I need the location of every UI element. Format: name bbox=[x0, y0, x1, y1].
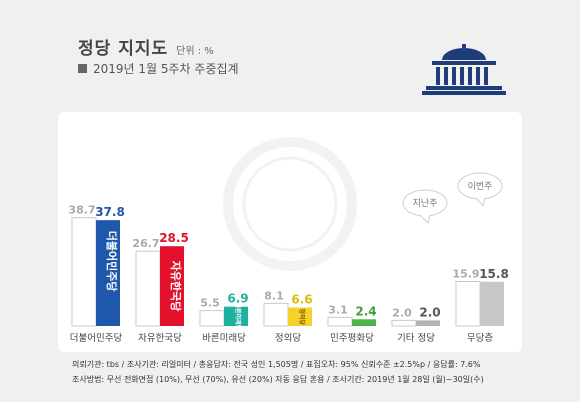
national-assembly-icon bbox=[422, 44, 506, 95]
category-label: 바른미래당 bbox=[202, 333, 246, 344]
bar-prev-week bbox=[199, 310, 225, 327]
data-label-current: 6.9 bbox=[227, 292, 248, 306]
category-label: 민주평화당 bbox=[330, 333, 374, 344]
bar-party-logo: 자유한국당 bbox=[169, 261, 183, 312]
category-label: 정의당 bbox=[275, 333, 301, 344]
data-label-prev: 38.7 bbox=[68, 204, 95, 217]
data-label-prev: 2.0 bbox=[392, 306, 412, 319]
bar-current-week bbox=[96, 220, 120, 326]
subtitle-row: 2019년 1월 5주차 주중집계 bbox=[78, 60, 239, 77]
category-label: 기타 정당 bbox=[397, 333, 435, 344]
header: 정당 지지도 단위 : % 2019년 1월 5주차 주중집계 bbox=[0, 0, 580, 110]
bar-current-week bbox=[224, 306, 248, 326]
bar-current-week bbox=[352, 319, 376, 326]
unit-label: 단위 : % bbox=[176, 46, 214, 57]
bar-current-week bbox=[480, 281, 504, 326]
bar-prev-week bbox=[455, 280, 481, 327]
bar-party-logo: 바른미래당 bbox=[234, 303, 242, 331]
bar-current-week bbox=[160, 246, 184, 326]
bar-current-week bbox=[416, 320, 440, 326]
page-subtitle: 2019년 1월 5주차 주중집계 bbox=[93, 62, 239, 76]
bullet-square-icon bbox=[78, 64, 87, 73]
bar-current-week bbox=[288, 307, 312, 326]
legend-callouts: 지난주 이번주 bbox=[402, 172, 503, 224]
bar-prev-week bbox=[391, 319, 417, 327]
data-label-prev: 8.1 bbox=[264, 289, 284, 302]
data-label-prev: 5.5 bbox=[200, 297, 220, 310]
bar-prev-week bbox=[135, 250, 161, 327]
category-label: 자유한국당 bbox=[138, 333, 182, 344]
data-label-current: 15.8 bbox=[479, 267, 509, 281]
watermark-seal-icon bbox=[223, 137, 357, 271]
data-label-prev: 15.9 bbox=[452, 267, 479, 280]
title-row: 정당 지지도 단위 : % bbox=[78, 34, 214, 59]
footer-notes: 의뢰기관: tbs / 조사기관: 리얼미터 / 총응답자: 전국 성인 1,5… bbox=[72, 357, 484, 387]
bar-prev-week bbox=[71, 217, 97, 327]
footer-line-2: 조사방법: 무선 전화면접 (10%), 무선 (70%), 유선 (20%) … bbox=[72, 375, 484, 384]
data-label-prev: 3.1 bbox=[328, 303, 348, 316]
data-label-current: 37.8 bbox=[95, 205, 125, 219]
bar-prev-week bbox=[327, 316, 353, 327]
bar-party-logo: 정의당 bbox=[298, 308, 306, 325]
footer-line-1: 의뢰기관: tbs / 조사기관: 리얼미터 / 총응답자: 전국 성인 1,5… bbox=[72, 360, 481, 369]
data-label-current: 6.6 bbox=[291, 293, 312, 307]
page-title: 정당 지지도 bbox=[78, 39, 169, 59]
bar-prev-week bbox=[263, 302, 289, 327]
data-label-prev: 26.7 bbox=[132, 237, 159, 250]
legend-current-week: 이번주 bbox=[468, 181, 493, 192]
category-label: 더불어민주당 bbox=[70, 333, 123, 344]
bar-party-logo: 더불어민주당 bbox=[105, 231, 119, 292]
chart-card: 지난주 이번주 38.7 37.8 더불어민주당 더불어민주당 26.7 28.5 자유한국… bbox=[58, 112, 522, 352]
category-label: 무당층 bbox=[467, 333, 493, 344]
data-label-current: 2.4 bbox=[355, 304, 376, 318]
legend-prev-week: 지난주 bbox=[413, 198, 438, 209]
data-label-current: 28.5 bbox=[159, 231, 189, 245]
data-label-current: 2.0 bbox=[419, 305, 440, 319]
